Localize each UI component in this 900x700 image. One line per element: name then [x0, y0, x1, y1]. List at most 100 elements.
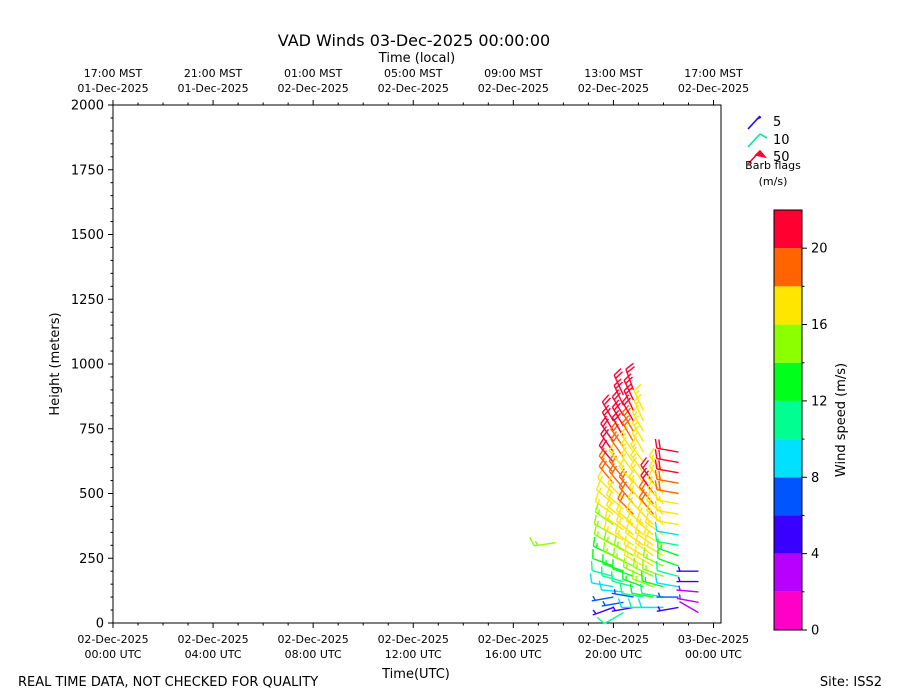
barb-half-feather [622, 432, 627, 438]
barb-half-feather [630, 474, 635, 480]
barb-feather [600, 426, 608, 435]
barb-feather [648, 457, 655, 467]
barb-staff [631, 422, 645, 443]
barb-half-feather [635, 563, 638, 569]
barb-feather [598, 447, 605, 457]
barb-feather [647, 469, 653, 479]
barb-feather [613, 392, 621, 401]
barb-half-feather [596, 520, 600, 526]
wind-barb [608, 452, 624, 479]
wind-barb [632, 569, 654, 588]
barb-half-feather [637, 540, 641, 546]
barb-feather [600, 460, 608, 470]
barb-feather [623, 535, 627, 545]
barb-staff [613, 374, 625, 396]
barb-staff [656, 478, 679, 484]
barb-feather [603, 397, 611, 406]
wind-barb [603, 519, 624, 541]
barb-half-feather [632, 443, 637, 448]
barb-feather [617, 598, 623, 608]
wind-barb [608, 463, 624, 489]
barb-staff [630, 464, 645, 484]
barb-staff [638, 486, 654, 505]
colorbar-bin [774, 362, 802, 401]
x-tick-label-date: 03-Dec-2025 [678, 633, 749, 646]
barb-staff [616, 509, 634, 526]
barb-feather [602, 542, 606, 552]
wind-barb [624, 523, 644, 546]
barb-feather [630, 446, 638, 456]
colorbar-tick-label: 20 [811, 242, 828, 257]
barb-feather [632, 557, 636, 568]
barb-feather [654, 438, 658, 449]
barb-feather [658, 480, 661, 491]
barb-staff [625, 532, 644, 546]
x-tick-label-date: 02-Dec-2025 [177, 633, 248, 646]
wind-barb [614, 523, 634, 546]
barb-staff [597, 477, 614, 494]
barb-feather [610, 571, 613, 582]
barb-staff [632, 578, 654, 588]
barb-staff [592, 606, 614, 616]
barb-half-feather [650, 454, 655, 459]
barb-staff [656, 606, 679, 612]
wind-barb [676, 594, 699, 603]
barb-half-feather [607, 514, 611, 520]
barb-staff [596, 489, 614, 505]
barb-staff [621, 411, 635, 432]
colorbar: 0 4 8 12 16 20 [773, 209, 828, 639]
barb-half-feather [622, 443, 627, 448]
wind-barb [654, 438, 679, 453]
barb-staff [617, 498, 634, 515]
barb-feather [590, 561, 593, 571]
barb-staff [620, 443, 635, 463]
barb-half-feather [609, 481, 614, 486]
x-tick-label-date: 02-Dec-2025 [278, 633, 349, 646]
barb-staff [611, 406, 625, 427]
colorbar-bin [774, 324, 802, 363]
x-tick-label-time: 16:00 UTC [485, 648, 542, 661]
wind-barb [654, 573, 679, 588]
barb-staff [657, 570, 679, 578]
barb-feather [654, 480, 658, 490]
barb-staff [621, 592, 644, 598]
barb-half-feather [677, 576, 681, 582]
barb-staff [533, 542, 556, 547]
barb-feather [658, 439, 661, 449]
wind-barb [630, 446, 645, 474]
wind-barb [642, 547, 664, 567]
colorbar-bin [774, 286, 802, 325]
barb-feather [655, 561, 658, 571]
barb-feather [627, 489, 633, 499]
barb-feather [658, 449, 661, 460]
barb-half-feather [637, 529, 641, 535]
barb-half-feather [595, 543, 598, 548]
wind-barb [654, 511, 679, 526]
barb-feather [610, 465, 618, 475]
barb-staff [618, 465, 634, 484]
wind-barb [625, 362, 635, 391]
barb-legend-units: (m/s) [759, 175, 788, 188]
top-tick-label-time: 13:00 MST [584, 67, 643, 80]
wind-barb [676, 566, 699, 572]
barb-half-feather [678, 585, 681, 591]
colorbar-bin [774, 210, 802, 249]
barb-half-feather [630, 485, 635, 491]
barb-staff [616, 520, 634, 536]
barb-staff [604, 528, 624, 541]
barb-staff [591, 596, 614, 602]
barb-half-feather [608, 492, 612, 498]
barb-staff [594, 511, 614, 526]
barb-feather [658, 460, 661, 470]
barb-half-feather [608, 502, 612, 508]
barb-staff [606, 504, 624, 520]
barb-half-feather [599, 475, 604, 481]
barb-feather [654, 449, 658, 459]
barb-half-feather [650, 464, 655, 470]
wind-barb [598, 580, 624, 593]
barb-staff [608, 450, 624, 469]
barb-staff [633, 390, 645, 411]
top-tick-label-date: 01-Dec-2025 [177, 82, 248, 95]
wind-barb [589, 573, 614, 588]
barb-staff [613, 385, 625, 406]
